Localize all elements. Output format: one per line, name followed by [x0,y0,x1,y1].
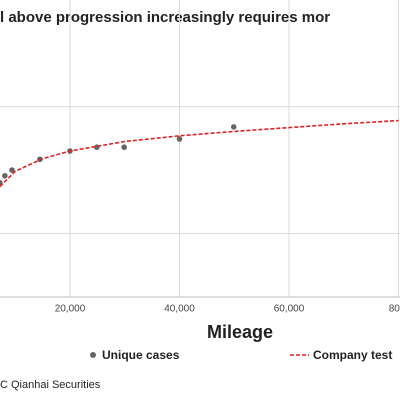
legend-marker [90,352,96,358]
x-tick-label: 60,000 [274,304,305,315]
source: C Qianhai Securities [0,379,101,391]
x-tick-label: 20,000 [55,304,86,315]
data-point [2,172,8,179]
chart-title: l above progression increasingly require… [0,9,330,26]
data-point [9,167,15,173]
x-tick-label: 40,000 [164,304,195,315]
x-axis-title: Mileage [207,322,273,342]
legend-label: Company test [313,348,392,362]
grid [0,0,400,297]
trend-line [0,119,399,188]
plot-area [0,119,399,188]
legend-label: Unique cases [102,348,180,362]
data-point [176,136,183,142]
data-point [230,124,237,130]
data-point [121,144,128,151]
legend: Unique cases Company test [90,348,392,362]
x-tick-label: 80,0 [389,304,400,315]
